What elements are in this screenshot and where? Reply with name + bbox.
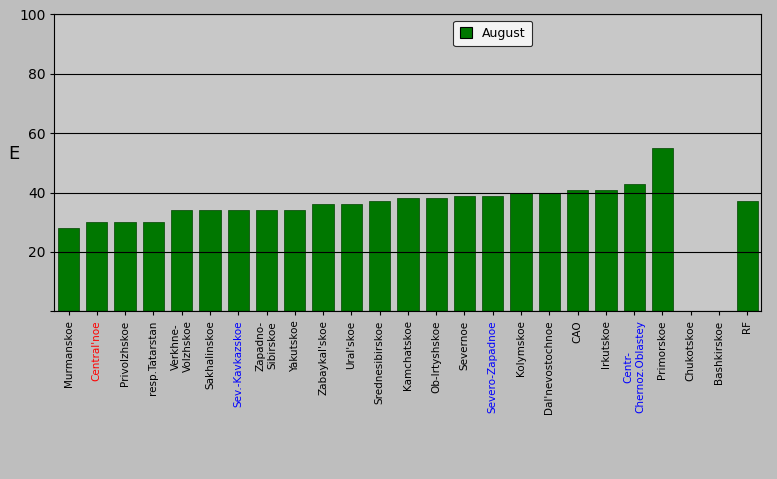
Bar	[171, 210, 192, 311]
Bar	[397, 198, 419, 311]
Bar	[58, 228, 79, 311]
Bar	[143, 222, 164, 311]
Bar	[86, 222, 107, 311]
Bar	[483, 195, 503, 311]
Legend: August: August	[454, 21, 532, 46]
Bar	[737, 202, 758, 311]
Bar	[200, 210, 221, 311]
Bar	[426, 198, 447, 311]
Bar	[341, 205, 362, 311]
Bar	[652, 148, 673, 311]
Bar	[454, 195, 475, 311]
Bar	[114, 222, 136, 311]
Bar	[369, 202, 390, 311]
Y-axis label: E: E	[8, 145, 19, 163]
Bar	[284, 210, 305, 311]
Bar	[538, 193, 560, 311]
Bar	[312, 205, 333, 311]
Bar	[256, 210, 277, 311]
Bar	[567, 190, 588, 311]
Bar	[228, 210, 249, 311]
Bar	[624, 183, 645, 311]
Bar	[595, 190, 616, 311]
Bar	[510, 193, 531, 311]
